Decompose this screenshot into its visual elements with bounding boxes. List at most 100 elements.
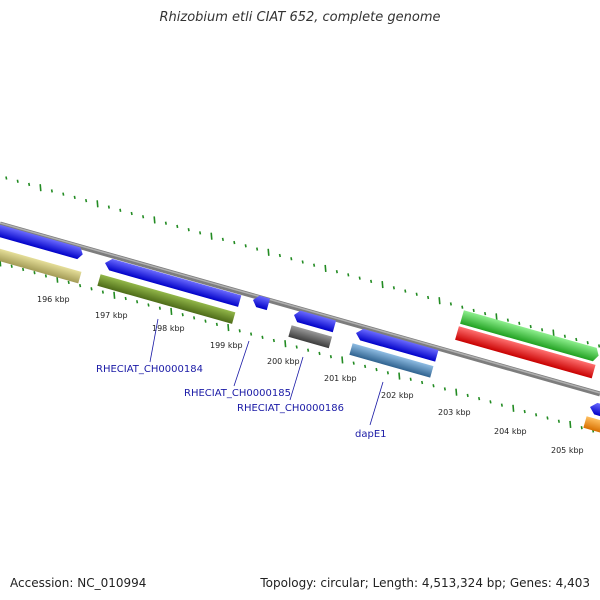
gene-label-rheciat-ch0000185[interactable]: RHECIAT_CH0000185 xyxy=(184,388,291,399)
gene-khaki[interactable] xyxy=(0,246,82,284)
minor-tick xyxy=(449,302,452,306)
gene-red[interactable] xyxy=(455,326,596,379)
major-tick xyxy=(96,200,99,208)
tick-label-200: 200 kbp xyxy=(267,357,300,366)
minor-tick xyxy=(221,237,224,242)
minor-tick xyxy=(290,257,293,261)
minor-tick xyxy=(563,334,566,338)
minor-tick xyxy=(432,384,435,388)
minor-tick xyxy=(427,295,430,300)
minor-tick xyxy=(238,329,241,333)
tick-label-196: 196 kbp xyxy=(37,295,70,304)
gene-blue-small[interactable] xyxy=(251,294,271,311)
gene-blue-4[interactable] xyxy=(354,327,439,362)
minor-tick xyxy=(244,244,247,248)
minor-tick xyxy=(256,247,259,251)
minor-tick xyxy=(506,318,509,322)
gene-label-rheciat-ch0000186[interactable]: RHECIAT_CH0000186 xyxy=(237,403,344,414)
minor-tick xyxy=(164,221,167,225)
minor-tick xyxy=(79,283,82,288)
minor-tick xyxy=(28,182,31,187)
gene-blue-edge[interactable] xyxy=(588,401,600,419)
leader-line-184 xyxy=(149,318,159,363)
gene-blue-1[interactable] xyxy=(0,222,84,261)
minor-tick xyxy=(90,287,93,291)
minor-tick xyxy=(461,305,464,309)
major-tick xyxy=(552,329,555,337)
minor-tick xyxy=(142,215,145,219)
minor-tick xyxy=(557,419,560,423)
gene-steelblue[interactable] xyxy=(349,343,434,378)
gene-grey[interactable] xyxy=(288,325,333,349)
minor-tick xyxy=(370,279,373,284)
minor-tick xyxy=(352,361,355,365)
major-tick xyxy=(210,232,213,240)
minor-tick xyxy=(199,231,202,235)
tick-label-204: 204 kbp xyxy=(494,427,527,436)
minor-tick xyxy=(233,240,236,245)
minor-tick xyxy=(364,364,367,369)
genome-backbone xyxy=(0,221,600,397)
minor-tick xyxy=(313,263,316,267)
minor-tick xyxy=(404,289,407,293)
minor-tick xyxy=(124,296,127,301)
gene-label-rheciat-ch0000184[interactable]: RHECIAT_CH0000184 xyxy=(96,364,203,375)
minor-tick xyxy=(295,345,298,349)
minor-tick xyxy=(204,319,207,323)
minor-tick xyxy=(580,426,583,430)
major-tick xyxy=(324,264,327,272)
minor-tick xyxy=(50,189,53,193)
minor-tick xyxy=(335,270,338,274)
major-tick xyxy=(398,372,401,380)
leader-line-186 xyxy=(289,356,304,401)
tick-label-199: 199 kbp xyxy=(210,341,243,350)
minor-tick xyxy=(16,179,19,183)
minor-tick xyxy=(598,344,600,348)
minor-tick xyxy=(443,387,446,391)
tick-label-203: 203 kbp xyxy=(438,408,471,417)
minor-tick xyxy=(392,286,395,290)
major-tick xyxy=(495,313,498,321)
minor-tick xyxy=(85,198,88,203)
minor-tick xyxy=(5,176,8,180)
minor-tick xyxy=(301,260,304,264)
minor-tick xyxy=(523,409,526,414)
map-title: Rhizobium etli CIAT 652, complete genome xyxy=(159,10,441,25)
minor-tick xyxy=(484,311,487,316)
gene-orange[interactable] xyxy=(583,416,600,436)
minor-tick xyxy=(415,292,418,296)
minor-tick xyxy=(541,328,544,332)
gene-green[interactable] xyxy=(460,310,600,362)
minor-tick xyxy=(318,351,321,356)
gene-label-dape1[interactable]: dapE1 xyxy=(355,429,387,440)
minor-tick xyxy=(73,195,76,200)
leader-line-dape1 xyxy=(369,381,384,426)
major-tick xyxy=(569,420,572,429)
major-tick xyxy=(341,356,344,364)
minor-tick xyxy=(147,303,150,307)
minor-tick xyxy=(181,313,184,317)
major-tick xyxy=(284,340,287,348)
minor-tick xyxy=(130,211,133,216)
minor-tick xyxy=(518,321,521,325)
minor-tick xyxy=(62,192,65,196)
tick-label-198: 198 kbp xyxy=(152,324,185,333)
tick-label-197: 197 kbp xyxy=(95,311,128,320)
gene-blue-2[interactable] xyxy=(103,257,242,307)
gene-olive[interactable] xyxy=(97,274,236,324)
minor-tick xyxy=(215,322,218,327)
minor-tick xyxy=(575,337,578,342)
minor-tick xyxy=(347,273,350,277)
minor-tick xyxy=(107,205,110,209)
minor-tick xyxy=(44,274,47,278)
gene-blue-3[interactable] xyxy=(292,309,337,333)
accession-text: Accession: NC_010994 xyxy=(10,576,147,590)
leader-line-185 xyxy=(233,340,250,387)
minor-tick xyxy=(409,377,412,381)
major-tick xyxy=(39,184,42,192)
outer-tick-ring xyxy=(5,176,600,348)
minor-tick xyxy=(187,228,190,232)
major-tick xyxy=(267,248,270,256)
major-tick xyxy=(455,388,458,396)
